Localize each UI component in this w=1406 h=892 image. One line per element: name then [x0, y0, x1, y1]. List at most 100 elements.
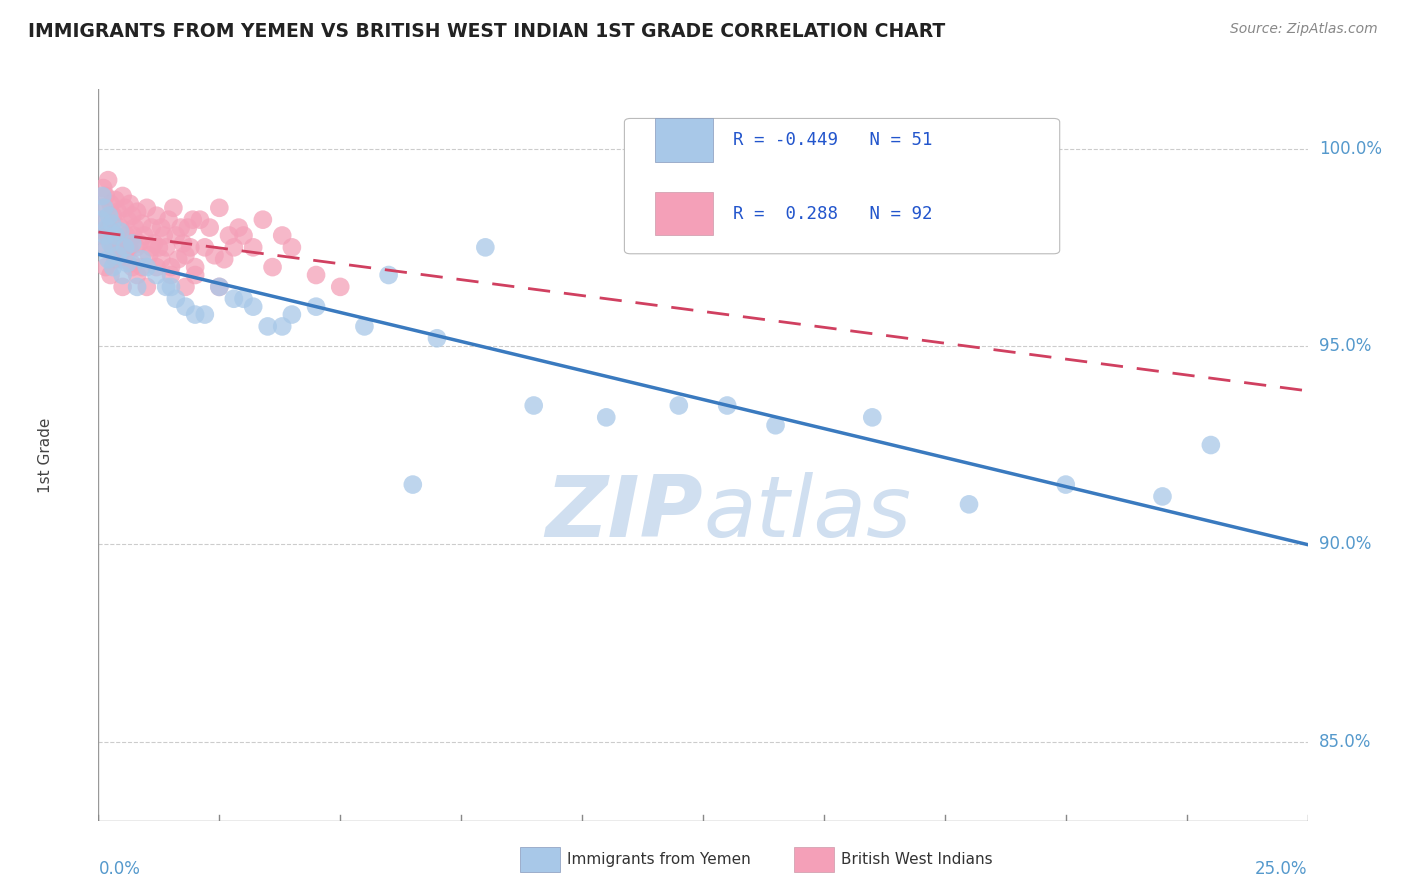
Text: ZIP: ZIP [546, 472, 703, 555]
Point [124, 220, 146, 235]
Text: 0.0%: 0.0% [98, 860, 141, 878]
Point [165, 292, 187, 306]
Point [1199, 438, 1222, 452]
Point [242, 240, 264, 254]
Text: 100.0%: 100.0% [1319, 139, 1382, 158]
Point [117, 212, 139, 227]
Point [128, 236, 150, 251]
Point [148, 240, 170, 254]
Point [135, 280, 157, 294]
Point [118, 197, 141, 211]
Point [256, 319, 278, 334]
Point [145, 268, 167, 282]
Point [208, 280, 231, 294]
Point [131, 260, 153, 274]
Point [402, 477, 425, 491]
Point [169, 220, 191, 235]
Point [94, 260, 117, 274]
Text: 85.0%: 85.0% [1319, 732, 1371, 750]
Point [107, 232, 129, 246]
Point [150, 252, 173, 267]
Point [271, 228, 294, 243]
Point [194, 240, 217, 254]
Point [96, 240, 118, 254]
Point [131, 252, 153, 267]
Point [101, 240, 124, 254]
Point [94, 189, 117, 203]
Point [101, 209, 124, 223]
Point [90, 212, 112, 227]
Point [184, 308, 207, 322]
Point [104, 193, 127, 207]
Point [111, 268, 134, 282]
Point [98, 209, 121, 223]
Point [97, 173, 120, 187]
Bar [655, 119, 713, 162]
Point [135, 201, 157, 215]
Point [150, 220, 173, 235]
Point [112, 252, 135, 267]
Point [141, 240, 163, 254]
Text: Source: ZipAtlas.com: Source: ZipAtlas.com [1230, 22, 1378, 37]
Point [97, 252, 120, 267]
Point [111, 189, 134, 203]
Point [329, 280, 352, 294]
Point [107, 252, 129, 267]
Point [377, 268, 399, 282]
Point [114, 201, 136, 215]
Point [122, 228, 145, 243]
Point [131, 217, 153, 231]
Point [167, 252, 190, 267]
Text: Immigrants from Yemen: Immigrants from Yemen [567, 853, 751, 867]
Text: British West Indians: British West Indians [841, 853, 993, 867]
Point [208, 201, 231, 215]
Point [262, 260, 284, 274]
Point [174, 248, 197, 262]
Bar [655, 192, 713, 235]
Point [208, 280, 231, 294]
Point [101, 225, 124, 239]
Point [91, 228, 114, 243]
Point [127, 268, 149, 282]
Text: 1st Grade: 1st Grade [38, 417, 53, 492]
Point [120, 256, 142, 270]
Point [127, 204, 149, 219]
Point [145, 260, 167, 274]
Point [91, 189, 114, 203]
Point [281, 240, 304, 254]
Point [107, 204, 129, 219]
Point [93, 201, 115, 215]
Point [96, 220, 118, 235]
Point [91, 181, 114, 195]
Point [305, 268, 328, 282]
Point [222, 240, 245, 254]
Point [184, 260, 207, 274]
Point [716, 399, 738, 413]
Point [595, 410, 617, 425]
Point [90, 201, 112, 215]
Point [125, 240, 148, 254]
Point [174, 280, 197, 294]
Point [155, 280, 177, 294]
Point [111, 280, 134, 294]
Point [98, 220, 121, 235]
Point [474, 240, 496, 254]
FancyBboxPatch shape [624, 119, 1060, 253]
Text: atlas: atlas [703, 472, 911, 555]
Point [160, 280, 183, 294]
Point [121, 236, 143, 251]
Point [118, 240, 141, 254]
Point [114, 240, 136, 254]
Point [100, 268, 122, 282]
Point [100, 197, 122, 211]
Point [121, 260, 143, 274]
Point [860, 410, 883, 425]
Point [155, 240, 177, 254]
Point [305, 300, 328, 314]
Point [177, 220, 200, 235]
Point [152, 228, 174, 243]
Point [100, 236, 122, 251]
Point [145, 209, 167, 223]
Point [117, 240, 139, 254]
Text: IMMIGRANTS FROM YEMEN VS BRITISH WEST INDIAN 1ST GRADE CORRELATION CHART: IMMIGRANTS FROM YEMEN VS BRITISH WEST IN… [28, 22, 945, 41]
